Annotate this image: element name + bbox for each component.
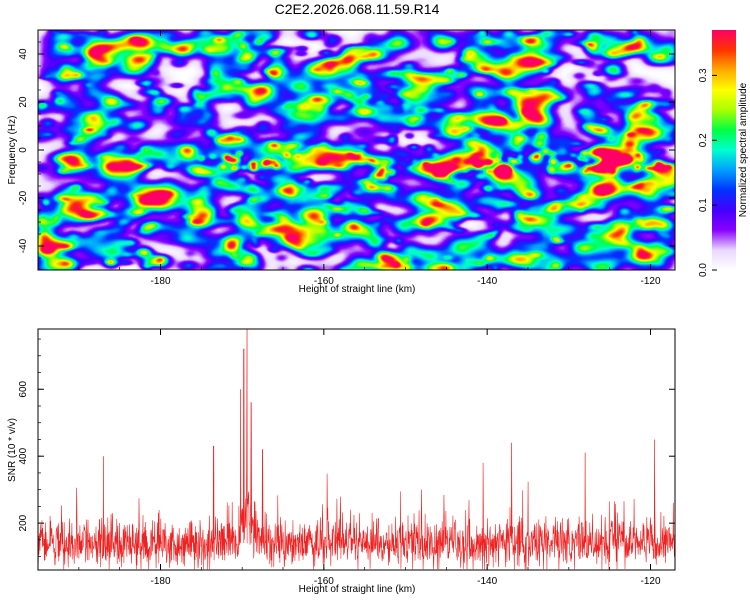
heatmap-image	[38, 30, 675, 270]
colorbar-tick-label: 0.2	[698, 133, 709, 147]
heatmap-panel: -180 -160 -140 -120 -40 -20 0 20 40 Height of s…	[7, 29, 676, 295]
snr-y-label: SNR (10 * v/v)	[7, 418, 18, 482]
snr-y-tick-label: 600	[18, 380, 29, 397]
snr-y-tick-label: 400	[18, 447, 29, 464]
heatmap-x-tick-label: -160	[314, 276, 334, 287]
colorbar-tick-label: 0.1	[698, 198, 709, 212]
heatmap-x-tick-label: -140	[477, 276, 497, 287]
heatmap-y-tick-label: 0	[18, 147, 29, 153]
colorbar-tick-label: 0.3	[698, 68, 709, 82]
heatmap-y-label: Frequency (Hz)	[7, 116, 18, 185]
snr-panel: -180 -160 -140 -120 200 400 600 Height of str…	[7, 328, 676, 595]
heatmap-y-tick-label: 20	[18, 96, 29, 108]
snr-frame	[37, 328, 676, 571]
snr-x-label: Height of straight line (km)	[299, 584, 416, 595]
figure-title: C2E2.2026.068.11.59.R14	[275, 1, 440, 17]
heatmap-y-tick-label: -20	[18, 190, 29, 205]
heatmap-x-label: Height of straight line (km)	[299, 284, 416, 295]
snr-x-tick-label: -140	[477, 576, 497, 587]
snr-series-line	[37, 328, 676, 570]
snr-y-tick-label: 200	[18, 514, 29, 531]
snr-x-tick-label: -160	[314, 576, 334, 587]
heatmap-y-tick-label: -40	[18, 238, 29, 253]
snr-y-axis: 200 400 600	[18, 338, 675, 557]
heatmap-y-axis: -40 -20 0 20 40	[18, 29, 675, 271]
heatmap-x-tick-label: -120	[640, 276, 660, 287]
colorbar-label: Normalized spectral amplitude	[738, 82, 749, 217]
colorbar-gradient	[712, 30, 736, 270]
snr-x-tick-label: -120	[640, 576, 660, 587]
heatmap-x-axis: -180 -160 -140 -120	[37, 30, 661, 287]
heatmap-y-tick-label: 40	[18, 48, 29, 60]
heatmap-x-tick-label: -180	[150, 276, 170, 287]
snr-x-tick-label: -180	[150, 576, 170, 587]
colorbar-ticks: 0.0 0.1 0.2 0.3	[698, 68, 717, 277]
colorbar: 0.0 0.1 0.2 0.3 Normalized spectral amplitu…	[698, 30, 749, 277]
colorbar-tick-label: 0.0	[698, 263, 709, 277]
snr-x-axis: -180 -160 -140 -120	[37, 329, 661, 587]
